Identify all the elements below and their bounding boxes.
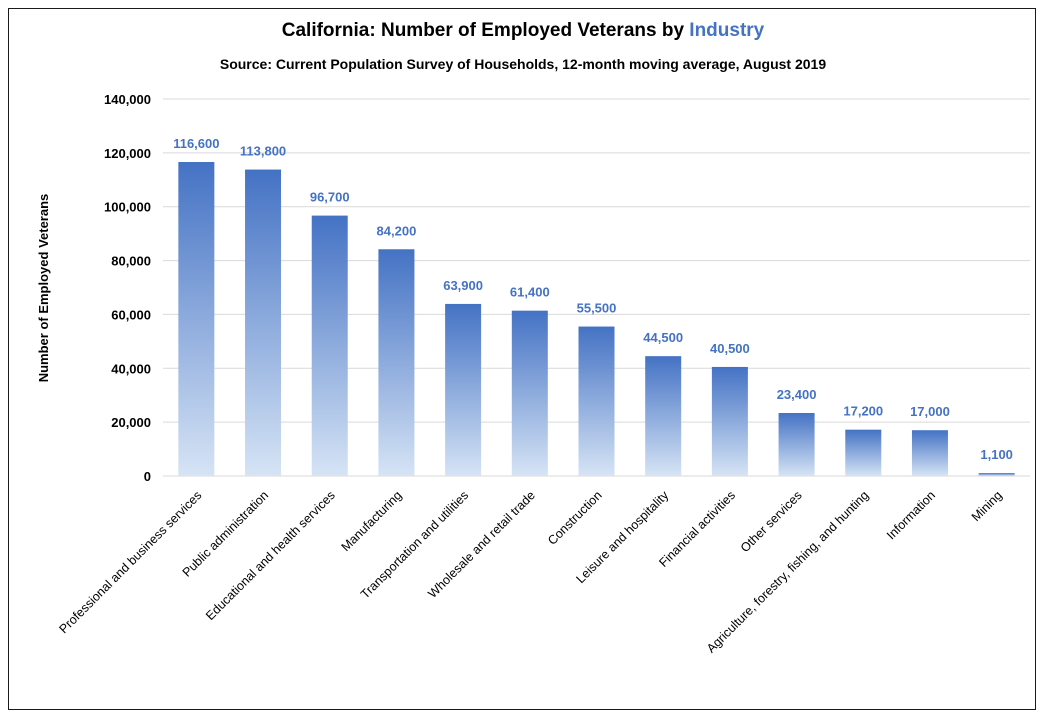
data-label: 116,600 [173, 136, 219, 151]
x-tick-label: Educational and health services [203, 488, 338, 623]
bars [178, 162, 1015, 476]
bar [978, 473, 1015, 476]
data-label: 63,900 [443, 278, 483, 293]
bar [578, 326, 615, 476]
x-tick-label: Professional and business services [57, 488, 205, 636]
y-axis-ticks: 0 20,000 40,000 60,000 80,000 100,000 120,000 1… [104, 92, 151, 484]
data-label: 1,100 [980, 447, 1013, 462]
y-tick-label: 20,000 [111, 415, 151, 430]
y-tick-label: 60,000 [111, 307, 151, 322]
x-tick-label: Wholesale and retail trade [425, 488, 538, 601]
x-tick-label: Construction [545, 488, 605, 548]
y-tick-label: 100,000 [104, 200, 151, 215]
bar [511, 310, 548, 476]
bar [778, 412, 815, 476]
value-labels: 116,600 113,800 96,700 84,200 63,900 61,400 55… [173, 136, 1013, 462]
x-axis-labels: Professional and business servicesPublic… [57, 488, 1005, 656]
data-label: 17,200 [843, 404, 883, 419]
y-axis-title: Number of Employed Veterans [36, 194, 51, 383]
data-label: 55,500 [577, 301, 617, 316]
x-tick-label: Other services [738, 488, 805, 555]
chart-title: California: Number of Employed Veterans … [0, 20, 1046, 42]
data-label: 84,200 [377, 223, 417, 238]
x-tick-label: Transportation and utilities [358, 488, 471, 601]
bar [378, 249, 415, 476]
x-tick-label: Information [884, 488, 938, 542]
bar [645, 356, 682, 476]
bar [178, 162, 215, 476]
data-label: 23,400 [777, 387, 817, 402]
data-label: 113,800 [240, 144, 286, 159]
y-tick-label: 0 [144, 469, 151, 484]
bar [311, 215, 348, 476]
bar [911, 430, 948, 476]
bar [845, 429, 882, 476]
chart-subtitle: Source: Current Population Survey of Hou… [219, 56, 827, 72]
y-tick-label: 40,000 [111, 361, 151, 376]
data-label: 40,500 [710, 341, 750, 356]
y-tick-label: 140,000 [104, 92, 151, 107]
data-label: 44,500 [643, 330, 683, 345]
data-label: 96,700 [310, 190, 350, 205]
chart-title-highlight: Industry [689, 20, 765, 41]
data-label: 61,400 [510, 285, 550, 300]
y-tick-label: 120,000 [104, 146, 151, 161]
bar [711, 366, 748, 476]
bar [245, 169, 282, 476]
bar [445, 303, 482, 476]
data-label: 17,000 [910, 404, 950, 419]
x-tick-label: Manufacturing [339, 488, 405, 554]
y-tick-label: 80,000 [111, 254, 151, 269]
chart-title-prefix: California: Number of Employed Veterans … [281, 20, 690, 41]
x-tick-label: Mining [969, 488, 1005, 524]
